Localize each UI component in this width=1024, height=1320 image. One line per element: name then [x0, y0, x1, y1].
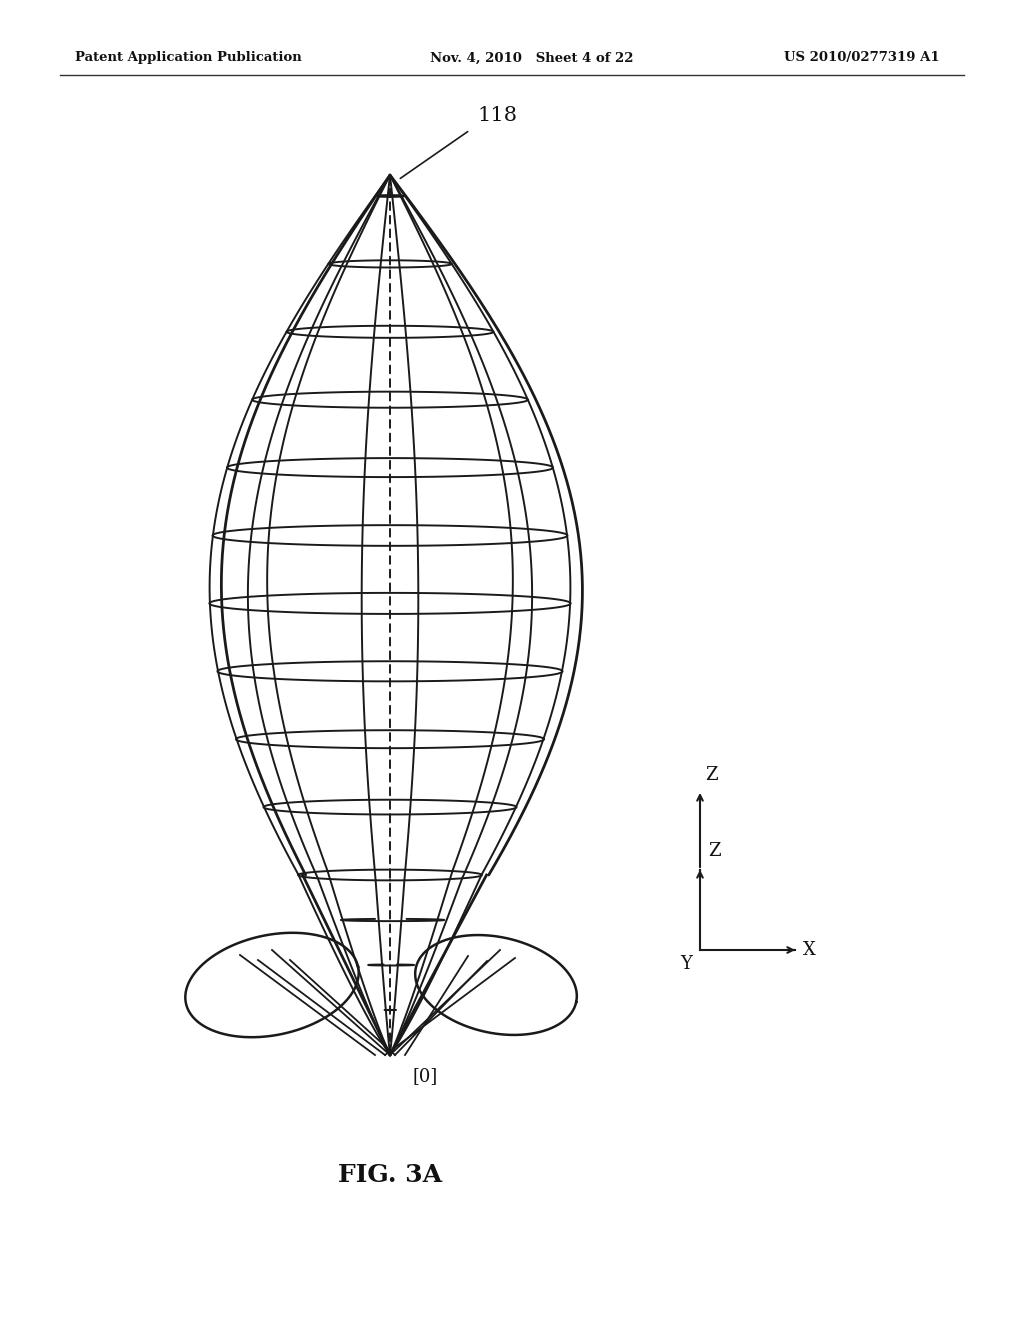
Text: Z: Z	[708, 842, 721, 861]
Text: 118: 118	[477, 106, 517, 125]
Text: X: X	[803, 941, 816, 960]
Text: Y: Y	[680, 954, 692, 973]
Text: [0]: [0]	[412, 1067, 437, 1085]
Text: FIG. 3A: FIG. 3A	[338, 1163, 442, 1187]
Text: US 2010/0277319 A1: US 2010/0277319 A1	[784, 51, 940, 65]
Text: Nov. 4, 2010   Sheet 4 of 22: Nov. 4, 2010 Sheet 4 of 22	[430, 51, 634, 65]
Text: Z: Z	[705, 766, 718, 784]
Text: Patent Application Publication: Patent Application Publication	[75, 51, 302, 65]
